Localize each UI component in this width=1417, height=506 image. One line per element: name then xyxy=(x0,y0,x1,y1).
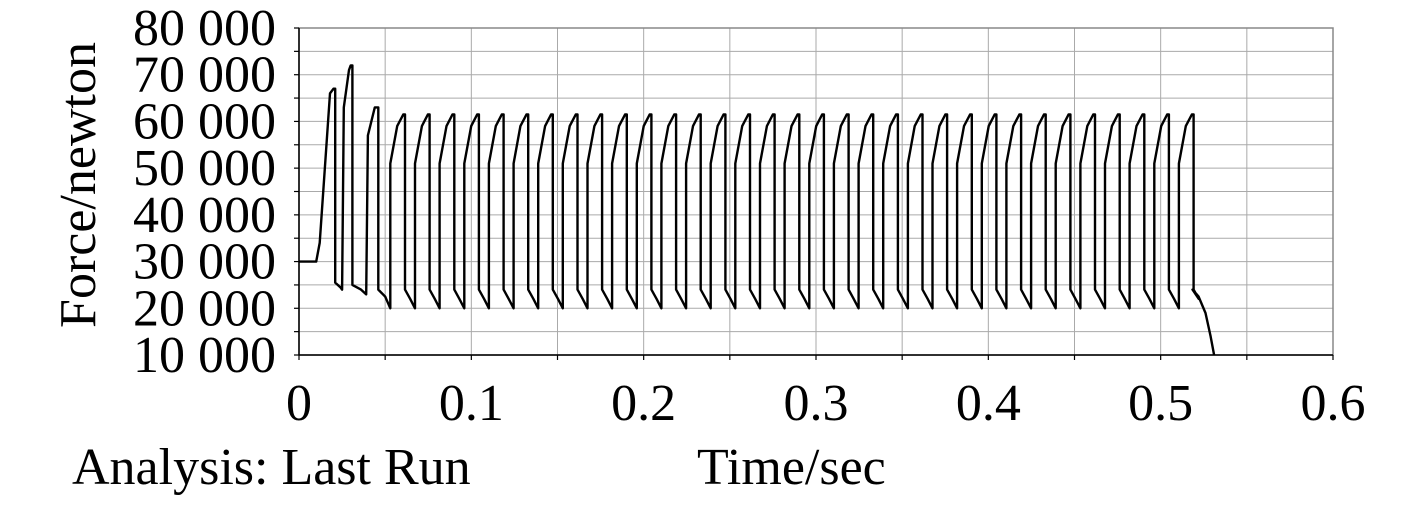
axes xyxy=(294,27,1334,360)
y-tick-label: 80 000 xyxy=(133,0,276,57)
y-tick-label: 40 000 xyxy=(133,187,276,244)
y-tick-label: 70 000 xyxy=(133,47,276,104)
x-axis-title: Time/sec xyxy=(697,439,886,496)
grid-lines xyxy=(298,27,1334,356)
analysis-label: Analysis: Last Run xyxy=(72,439,471,496)
x-tick-label: 0.5 xyxy=(1128,375,1193,432)
x-tick-label: 0.6 xyxy=(1301,375,1366,432)
y-tick-label: 10 000 xyxy=(133,327,276,384)
y-tick-label: 60 000 xyxy=(133,93,276,150)
force-series-line xyxy=(299,64,1216,356)
x-tick-label: 0.2 xyxy=(611,375,676,432)
y-tick-label: 30 000 xyxy=(133,234,276,291)
y-axis-title: Force/newton xyxy=(50,42,107,328)
x-tick-label: 0.3 xyxy=(784,375,849,432)
y-tick-label: 20 000 xyxy=(133,280,276,337)
x-tick-label: 0 xyxy=(286,375,312,432)
x-tick-label: 0.1 xyxy=(439,375,504,432)
x-tick-labels: 0 0.1 0.2 0.3 0.4 0.5 0.6 xyxy=(286,375,1366,432)
y-tick-label: 50 000 xyxy=(133,140,276,197)
x-tick-label: 0.4 xyxy=(956,375,1021,432)
